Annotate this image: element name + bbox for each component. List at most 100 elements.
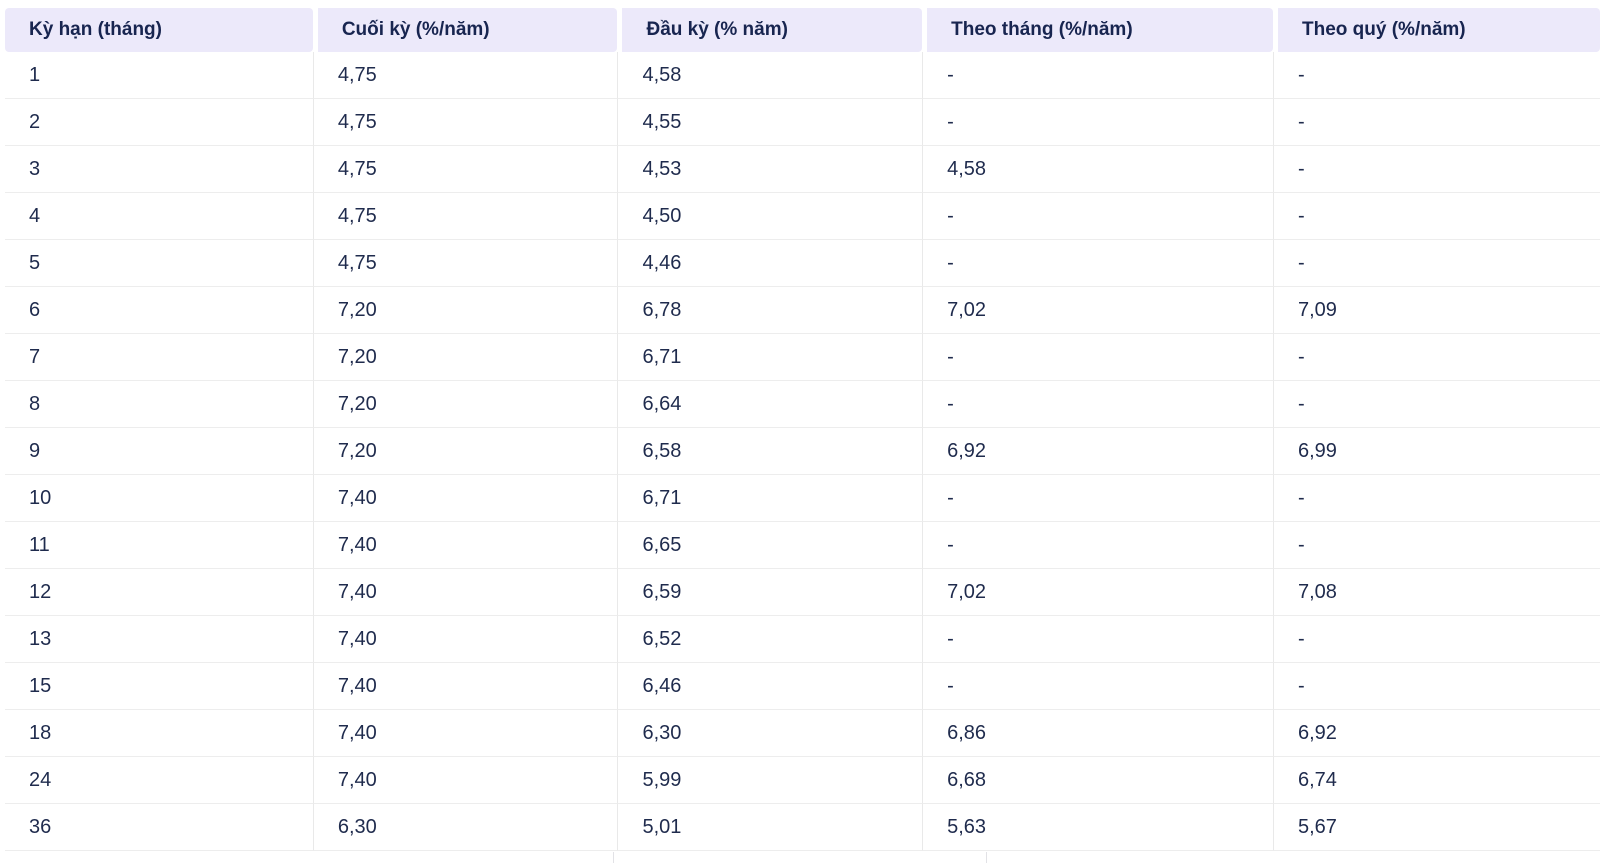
rate-cell: -	[922, 663, 1273, 710]
rate-cell: -	[922, 240, 1273, 287]
table-row: 36 6,30 5,01 5,63 5,67	[5, 804, 1600, 851]
rate-cell: 7,02	[922, 287, 1273, 334]
table-body: 1 4,75 4,58- -2 4,75 4,55- -3 4,75 4,53 4,58-4 4,7…	[5, 52, 1600, 851]
rate-cell: 6,99	[1273, 428, 1600, 475]
table-row: 24 7,40 5,99 6,68 6,74	[5, 757, 1600, 804]
rate-cell: 4,50	[617, 193, 923, 240]
rate-cell: 4,58	[922, 146, 1273, 193]
rate-cell: 7,40	[312, 522, 618, 569]
rate-cell: 6,68	[922, 757, 1273, 804]
rate-cell: 7,02	[922, 569, 1273, 616]
column-header-4: Theo quý (%/năm)	[1273, 8, 1600, 52]
rate-cell: 4,58	[617, 52, 923, 99]
interest-rate-table: Kỳ hạn (tháng) Cuối kỳ (%/năm) Đầu kỳ (% n…	[5, 8, 1600, 851]
rate-cell: 4,46	[617, 240, 923, 287]
rate-cell: 5,63	[922, 804, 1273, 851]
rate-cell: -	[922, 334, 1273, 381]
rate-cell: 7,40	[312, 663, 618, 710]
term-cell: 3	[5, 146, 313, 193]
rate-cell: -	[1273, 240, 1600, 287]
rate-cell: 6,71	[617, 334, 923, 381]
rate-cell: 5,67	[1273, 804, 1600, 851]
table-row: 8 7,20 6,64- -	[5, 381, 1600, 428]
column-header-2: Đầu kỳ (% năm)	[617, 8, 923, 52]
term-cell: 4	[5, 193, 313, 240]
table-row: 10 7,40 6,71- -	[5, 475, 1600, 522]
rate-cell: 7,40	[312, 569, 618, 616]
rate-cell: 6,59	[617, 569, 923, 616]
term-cell: 13	[5, 616, 313, 663]
rate-cell: 6,71	[617, 475, 923, 522]
rate-cell: 4,75	[312, 146, 618, 193]
rate-cell: 4,75	[312, 193, 618, 240]
rate-cell: -	[1273, 475, 1600, 522]
rate-cell: 6,92	[922, 428, 1273, 475]
rate-cell: 6,64	[617, 381, 923, 428]
table-row: 2 4,75 4,55- -	[5, 99, 1600, 146]
clipped-column-border	[613, 852, 614, 863]
rate-cell: -	[1273, 146, 1600, 193]
rate-cell: -	[922, 193, 1273, 240]
rate-cell: 7,40	[312, 757, 618, 804]
table-row: 7 7,20 6,71- -	[5, 334, 1600, 381]
term-cell: 2	[5, 99, 313, 146]
column-header-1: Cuối kỳ (%/năm)	[312, 8, 618, 52]
rate-cell: -	[1273, 52, 1600, 99]
rate-cell: 6,86	[922, 710, 1273, 757]
term-cell: 11	[5, 522, 313, 569]
table-row: 5 4,75 4,46- -	[5, 240, 1600, 287]
rate-cell: -	[922, 475, 1273, 522]
rate-cell: 7,40	[312, 475, 618, 522]
rate-cell: 7,20	[312, 381, 618, 428]
rate-cell: 4,55	[617, 99, 923, 146]
rate-cell: -	[922, 99, 1273, 146]
term-cell: 6	[5, 287, 313, 334]
rate-cell: 6,65	[617, 522, 923, 569]
rate-cell: 6,30	[617, 710, 923, 757]
rate-cell: -	[1273, 99, 1600, 146]
rate-cell: 6,46	[617, 663, 923, 710]
table-row: 11 7,40 6,65- -	[5, 522, 1600, 569]
term-cell: 5	[5, 240, 313, 287]
rate-cell: 7,09	[1273, 287, 1600, 334]
rate-cell: -	[1273, 522, 1600, 569]
table-row: 3 4,75 4,53 4,58-	[5, 146, 1600, 193]
term-cell: 24	[5, 757, 313, 804]
clipped-column-border	[986, 852, 987, 863]
rate-cell: 5,01	[617, 804, 923, 851]
term-cell: 8	[5, 381, 313, 428]
rate-cell: 6,30	[312, 804, 618, 851]
rate-cell: 7,20	[312, 334, 618, 381]
term-cell: 18	[5, 710, 313, 757]
rate-cell: 7,40	[312, 616, 618, 663]
term-cell: 7	[5, 334, 313, 381]
rate-cell: -	[922, 522, 1273, 569]
rate-cell: 6,78	[617, 287, 923, 334]
rate-cell: 7,40	[312, 710, 618, 757]
rate-cell: 5,99	[617, 757, 923, 804]
column-header-3: Theo tháng (%/năm)	[922, 8, 1273, 52]
table-row: 18 7,40 6,30 6,86 6,92	[5, 710, 1600, 757]
rate-cell: -	[922, 381, 1273, 428]
rate-cell: 4,53	[617, 146, 923, 193]
table-row: 4 4,75 4,50- -	[5, 193, 1600, 240]
table-row: 1 4,75 4,58- -	[5, 52, 1600, 99]
rate-cell: 7,20	[312, 287, 618, 334]
term-cell: 15	[5, 663, 313, 710]
rate-cell: -	[1273, 381, 1600, 428]
rate-cell: -	[1273, 663, 1600, 710]
header-row: Kỳ hạn (tháng) Cuối kỳ (%/năm) Đầu kỳ (% n…	[5, 8, 1600, 52]
rate-cell: 6,74	[1273, 757, 1600, 804]
rate-cell: -	[922, 52, 1273, 99]
table-row: 15 7,40 6,46- -	[5, 663, 1600, 710]
rate-cell: -	[1273, 193, 1600, 240]
rate-cell: -	[922, 616, 1273, 663]
table-row: 12 7,40 6,59 7,02 7,08	[5, 569, 1600, 616]
table-row: 6 7,20 6,78 7,02 7,09	[5, 287, 1600, 334]
rate-cell: 6,92	[1273, 710, 1600, 757]
rate-cell: 4,75	[312, 99, 618, 146]
table-row: 9 7,20 6,58 6,92 6,99	[5, 428, 1600, 475]
term-cell: 1	[5, 52, 313, 99]
